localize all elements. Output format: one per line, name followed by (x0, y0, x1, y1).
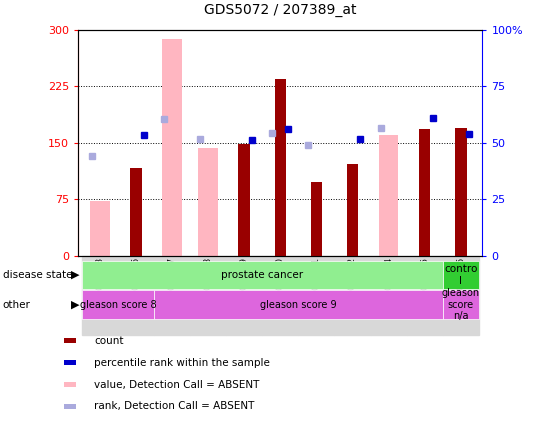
Bar (238, 144, 250, 256)
Bar (406, 256, 443, 335)
Bar (455, 128, 467, 256)
Bar (82, 261, 443, 289)
Bar (64, 404, 76, 409)
Bar (154, 256, 190, 335)
Text: prostate cancer: prostate cancer (221, 270, 303, 280)
Text: gleason
score
n/a: gleason score n/a (441, 288, 480, 321)
Text: gleason score 8: gleason score 8 (80, 299, 156, 310)
Bar (64, 360, 76, 365)
Bar (298, 256, 334, 335)
Bar (198, 148, 218, 256)
Text: other: other (3, 299, 31, 310)
Text: disease state: disease state (3, 270, 72, 280)
Text: ▶: ▶ (71, 299, 80, 310)
Bar (334, 256, 370, 335)
Bar (347, 164, 358, 256)
Bar (310, 182, 322, 256)
Bar (443, 261, 479, 289)
Bar (64, 382, 76, 387)
Bar (419, 129, 431, 256)
Bar (274, 79, 286, 256)
Text: percentile rank within the sample: percentile rank within the sample (94, 357, 270, 368)
Text: contro
l: contro l (444, 264, 478, 286)
Text: gleason score 9: gleason score 9 (260, 299, 337, 310)
Text: value, Detection Call = ABSENT: value, Detection Call = ABSENT (94, 379, 260, 390)
Bar (370, 256, 406, 335)
Bar (154, 290, 443, 319)
Bar (162, 39, 182, 256)
Bar (82, 256, 118, 335)
Bar (130, 168, 142, 256)
Bar (118, 256, 154, 335)
Bar (64, 338, 76, 343)
Text: GDS5072 / 207389_at: GDS5072 / 207389_at (204, 3, 356, 17)
Bar (443, 256, 479, 335)
Bar (226, 256, 262, 335)
Text: ▶: ▶ (71, 270, 80, 280)
Bar (378, 135, 398, 256)
Bar (82, 290, 154, 319)
Bar (262, 256, 298, 335)
Bar (90, 201, 110, 256)
Text: rank, Detection Call = ABSENT: rank, Detection Call = ABSENT (94, 401, 255, 412)
Bar (443, 290, 479, 319)
Text: count: count (94, 336, 124, 346)
Bar (190, 256, 226, 335)
